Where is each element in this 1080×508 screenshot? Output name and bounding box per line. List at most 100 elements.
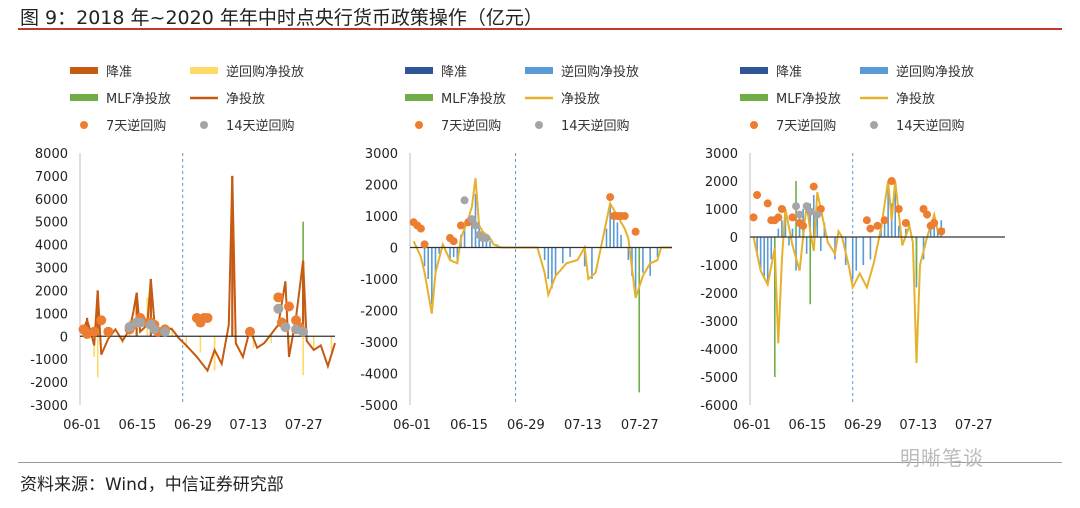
x-tick-label: 06-01 <box>733 418 771 433</box>
bar-reverse-repo <box>547 247 550 279</box>
dot-14d-repo <box>280 322 291 333</box>
legend-swatch <box>750 121 758 129</box>
legend-label: 14天逆回购 <box>896 118 965 134</box>
bar-mlf <box>809 237 812 305</box>
legend-item: 逆回购净投放 <box>525 64 639 80</box>
bar-reverse-repo <box>788 237 790 246</box>
bar-reverse-repo <box>795 237 797 271</box>
bar-reverse-repo <box>591 247 593 279</box>
dot-14d-repo <box>460 196 469 205</box>
net-injection-line <box>412 178 672 314</box>
x-tick-label: 07-13 <box>229 418 267 433</box>
dot-7d-repo <box>880 216 889 225</box>
dot-7d-repo <box>103 326 114 337</box>
legend-swatch <box>415 121 423 129</box>
x-tick-label: 06-15 <box>450 418 488 433</box>
dot-7d-repo <box>763 199 772 208</box>
y-tick-label: 1000 <box>35 307 68 322</box>
bar-reverse-repo <box>427 247 429 279</box>
legend-swatch <box>525 67 553 74</box>
chart-3: 降准 逆回购净投放 MLF净投放 净投放 7天逆回购 14天逆回购 -6000 -5000 -4… <box>700 64 1005 433</box>
bar-reverse-repo <box>851 237 854 279</box>
dot-7d-repo <box>901 219 910 227</box>
legend-label: MLF净投放 <box>441 91 506 107</box>
y-tick-label: 3000 <box>365 147 398 162</box>
dot-7d-repo <box>283 301 294 312</box>
bar-reverse-repo <box>609 203 611 248</box>
y-tick-label: -3000 <box>30 399 68 414</box>
y-tick-label: -2000 <box>30 376 68 391</box>
chart-1: 降准 逆回购净投放 MLF净投放 净投放 7天逆回购 14天逆回购 -3000 -2000 -1… <box>30 64 336 433</box>
bar-reverse-repo <box>456 247 459 264</box>
bar-reverse-repo <box>423 247 426 267</box>
y-tick-label: 3000 <box>35 262 68 277</box>
bar-reverse-repo <box>777 228 780 237</box>
bar-reverse-repo <box>929 223 932 237</box>
y-tick-label: -5000 <box>700 371 738 386</box>
legend-label: 降准 <box>776 65 802 80</box>
dot-7d-repo <box>96 315 107 326</box>
dot-7d-repo <box>620 212 629 220</box>
bar-reverse-repo <box>434 247 437 276</box>
legend-label: 7天逆回购 <box>776 118 836 134</box>
bar-reverse-repo <box>656 247 659 257</box>
bar-reverse-repo <box>185 336 188 348</box>
legend-item: MLF净投放 <box>70 91 171 107</box>
bar-reverse-repo <box>887 186 889 237</box>
bar-reverse-repo <box>809 203 812 237</box>
bar-reverse-repo <box>897 225 900 237</box>
bar-mlf <box>638 247 641 393</box>
dot-14d-repo <box>135 317 146 328</box>
x-tick-label: 07-13 <box>564 418 602 433</box>
dot-14d-repo <box>273 303 284 314</box>
legend-item: 14天逆回购 <box>870 118 965 134</box>
dot-7d-repo <box>887 177 896 185</box>
chart-2: 降准 逆回购净投放 MLF净投放 净投放 7天逆回购 14天逆回购 -5000 -4000 -3… <box>360 64 672 433</box>
legend-item: 降准 <box>740 65 802 80</box>
legend-label: MLF净投放 <box>776 91 841 107</box>
bar-reverse-repo <box>883 220 886 237</box>
dot-14d-repo <box>795 210 804 219</box>
y-tick-label: -2000 <box>360 305 398 320</box>
dot-7d-repo <box>202 312 213 323</box>
bar-reverse-repo <box>93 336 95 357</box>
bar-reverse-repo <box>770 237 773 260</box>
bar-reverse-repo <box>431 247 433 305</box>
legend-label: 净投放 <box>561 91 600 107</box>
bar-mlf <box>915 237 918 279</box>
bar-reverse-repo <box>554 247 557 276</box>
x-tick-label: 07-27 <box>955 418 993 433</box>
bar-reverse-repo <box>616 222 619 248</box>
legend-item: 逆回购净投放 <box>860 64 974 80</box>
x-tick-label: 06-15 <box>119 418 157 433</box>
dot-14d-repo <box>792 202 801 211</box>
bar-reverse-repo <box>171 327 173 337</box>
bar-reverse-repo <box>463 228 466 248</box>
x-tick-label: 06-29 <box>174 418 212 433</box>
y-tick-label: 7000 <box>35 170 68 185</box>
figure-title: 图 9：2018 年~2020 年年中时点央行货币政策操作（亿元） <box>20 7 543 29</box>
dot-7d-repo <box>774 213 783 222</box>
legend-label: 7天逆回购 <box>106 118 166 134</box>
dot-7d-repo <box>862 216 871 225</box>
y-tick-label: 4000 <box>35 239 68 254</box>
bar-rrr-cut <box>231 175 234 337</box>
y-tick-label: -3000 <box>360 336 398 351</box>
dot-14d-repo <box>124 322 135 333</box>
bar-reverse-repo <box>252 336 255 348</box>
dot-7d-repo <box>631 227 640 236</box>
legend-item: 7天逆回购 <box>750 118 836 134</box>
legend-label: 逆回购净投放 <box>561 64 639 80</box>
bar-reverse-repo <box>781 220 783 237</box>
legend-swatch <box>740 94 768 101</box>
y-tick-label: 6000 <box>35 193 68 208</box>
bar-reverse-repo <box>562 247 564 264</box>
legend-label: 降准 <box>441 65 467 80</box>
y-tick-label: -5000 <box>360 399 398 414</box>
legend-item: 14天逆回购 <box>200 118 295 134</box>
dot-14d-repo <box>813 210 822 219</box>
y-tick-label: 0 <box>390 242 398 257</box>
bar-reverse-repo <box>199 336 202 353</box>
bar-rrr-cut <box>302 260 305 337</box>
dot-14d-repo <box>471 221 480 230</box>
